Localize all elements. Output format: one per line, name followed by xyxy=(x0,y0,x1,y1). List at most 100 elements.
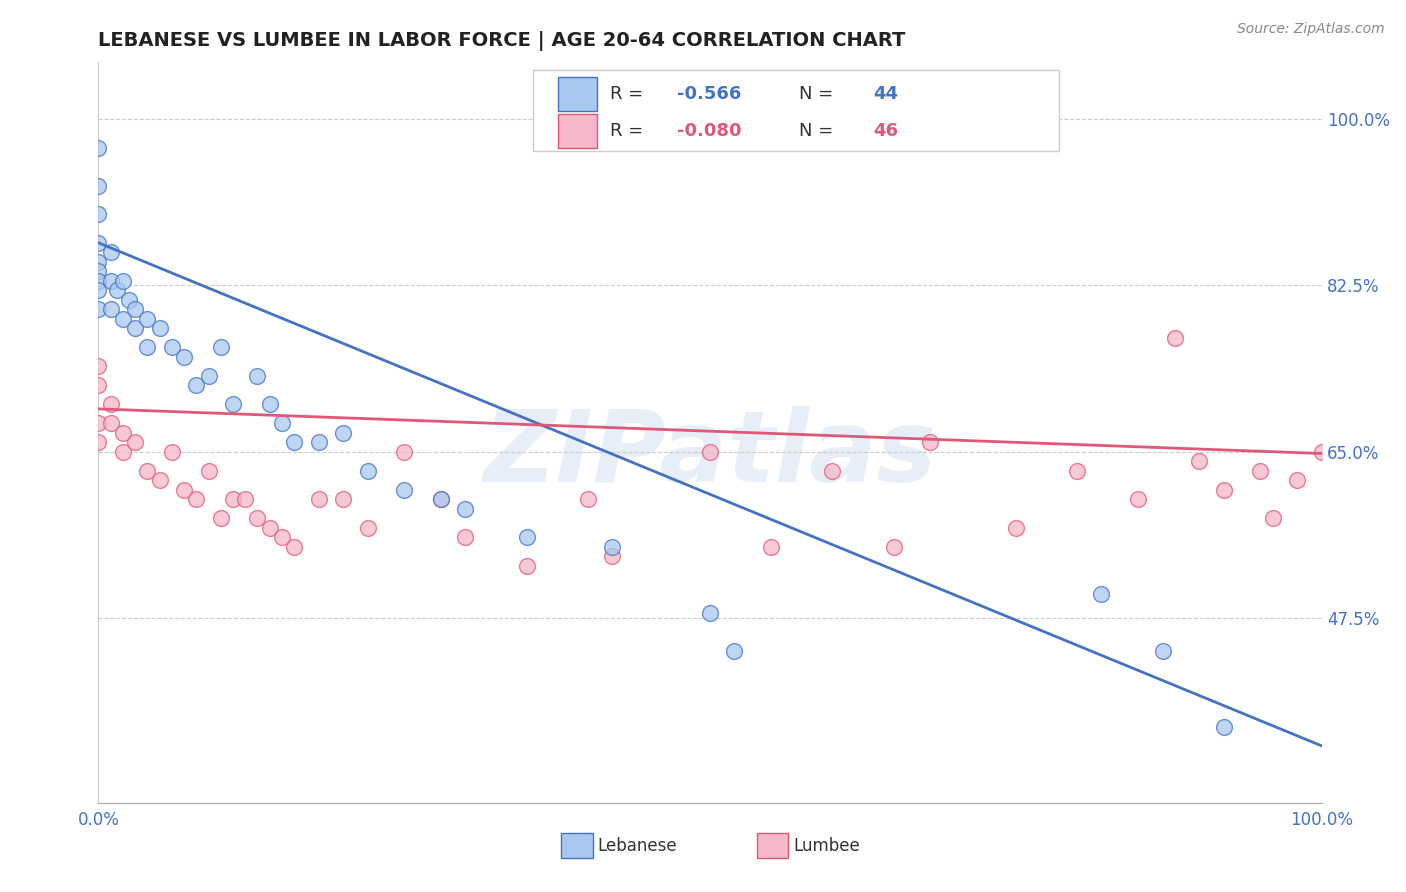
Text: N =: N = xyxy=(800,122,839,140)
Point xyxy=(100,302,122,317)
Point xyxy=(111,444,134,458)
Point xyxy=(111,425,134,440)
Point xyxy=(259,397,281,411)
Point xyxy=(270,530,294,544)
Point xyxy=(233,491,256,506)
Text: -0.566: -0.566 xyxy=(678,86,741,103)
Text: N =: N = xyxy=(800,86,839,103)
Point xyxy=(883,540,905,554)
Point xyxy=(1066,464,1088,478)
Point xyxy=(118,293,141,307)
Point xyxy=(186,491,208,506)
Point xyxy=(111,274,134,288)
Point xyxy=(308,491,330,506)
Point xyxy=(600,549,623,563)
Point xyxy=(87,235,110,250)
Point xyxy=(1004,520,1026,534)
Point xyxy=(1152,644,1174,658)
Point xyxy=(149,321,172,335)
Text: ZIPatlas: ZIPatlas xyxy=(484,407,936,503)
Point xyxy=(87,283,110,297)
Point xyxy=(100,245,122,260)
Point xyxy=(209,511,232,525)
Text: Lebanese: Lebanese xyxy=(598,837,678,855)
Point xyxy=(87,274,110,288)
FancyBboxPatch shape xyxy=(558,78,598,112)
Point xyxy=(173,483,195,497)
Point xyxy=(105,283,128,297)
Point xyxy=(1090,587,1112,601)
Point xyxy=(270,416,294,430)
Point xyxy=(173,350,195,364)
Point xyxy=(430,491,453,506)
Point xyxy=(1286,473,1309,487)
Point xyxy=(100,274,122,288)
Point xyxy=(1188,454,1211,468)
Point xyxy=(124,435,146,450)
Point xyxy=(430,491,453,506)
Point xyxy=(332,491,354,506)
Point xyxy=(1212,720,1234,734)
Point xyxy=(699,606,721,620)
Point xyxy=(283,435,305,450)
Point xyxy=(87,378,110,392)
FancyBboxPatch shape xyxy=(533,70,1059,152)
Point xyxy=(124,321,146,335)
Point xyxy=(332,425,354,440)
Point xyxy=(209,340,232,354)
Point xyxy=(160,340,183,354)
Point xyxy=(454,501,477,516)
Point xyxy=(87,264,110,278)
Text: R =: R = xyxy=(610,122,648,140)
Point xyxy=(160,444,183,458)
Point xyxy=(136,311,159,326)
Text: Lumbee: Lumbee xyxy=(793,837,860,855)
Point xyxy=(821,464,844,478)
Point xyxy=(222,397,245,411)
Point xyxy=(699,444,721,458)
Point xyxy=(1164,331,1187,345)
Point xyxy=(197,368,219,383)
Point xyxy=(454,530,477,544)
Point xyxy=(723,644,745,658)
Point xyxy=(87,207,110,221)
Point xyxy=(283,540,305,554)
Point xyxy=(576,491,599,506)
Point xyxy=(920,435,942,450)
Point xyxy=(1128,491,1150,506)
Point xyxy=(100,416,122,430)
Text: 44: 44 xyxy=(873,86,897,103)
FancyBboxPatch shape xyxy=(756,833,789,858)
Text: R =: R = xyxy=(610,86,648,103)
Point xyxy=(149,473,172,487)
Point xyxy=(392,444,416,458)
Point xyxy=(136,340,159,354)
Point xyxy=(1249,464,1271,478)
Point xyxy=(87,141,110,155)
Text: -0.080: -0.080 xyxy=(678,122,741,140)
Text: Source: ZipAtlas.com: Source: ZipAtlas.com xyxy=(1237,22,1385,37)
Text: LEBANESE VS LUMBEE IN LABOR FORCE | AGE 20-64 CORRELATION CHART: LEBANESE VS LUMBEE IN LABOR FORCE | AGE … xyxy=(98,30,905,51)
Point xyxy=(111,311,134,326)
Point xyxy=(1212,483,1234,497)
Point xyxy=(87,435,110,450)
Point xyxy=(246,368,269,383)
Point xyxy=(600,540,623,554)
Point xyxy=(197,464,219,478)
Point xyxy=(308,435,330,450)
Point xyxy=(87,302,110,317)
FancyBboxPatch shape xyxy=(558,114,598,148)
Point xyxy=(259,520,281,534)
Point xyxy=(87,254,110,268)
FancyBboxPatch shape xyxy=(561,833,592,858)
Point xyxy=(356,464,378,478)
Point xyxy=(222,491,245,506)
Text: 46: 46 xyxy=(873,122,897,140)
Point xyxy=(246,511,269,525)
Point xyxy=(1261,511,1284,525)
Point xyxy=(356,520,378,534)
Point xyxy=(87,178,110,193)
Point xyxy=(87,359,110,374)
Point xyxy=(136,464,159,478)
Point xyxy=(1310,444,1333,458)
